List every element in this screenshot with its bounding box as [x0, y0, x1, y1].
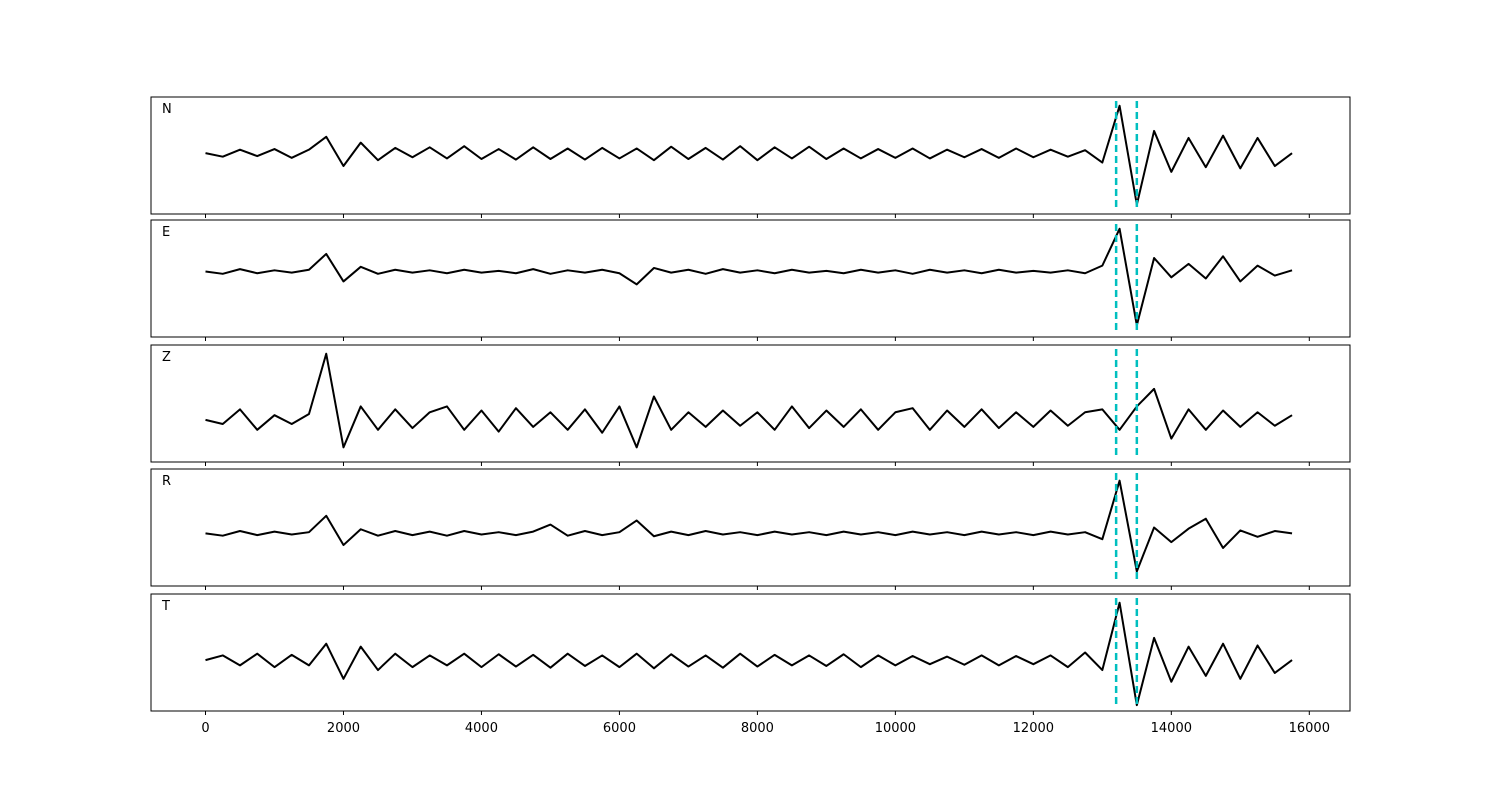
x-tick-label: 12000: [1013, 721, 1054, 736]
x-tick-label: 8000: [741, 721, 774, 736]
x-tick-label: 2000: [327, 721, 360, 736]
component-label: T: [161, 599, 170, 614]
x-tick-label: 0: [201, 721, 209, 736]
waveform: [205, 479, 1293, 573]
panel-frame: [150, 219, 1351, 338]
x-tick-label: 16000: [1289, 721, 1330, 736]
component-label: N: [162, 102, 172, 117]
panel-frame: [150, 96, 1351, 215]
panel-frame: [150, 593, 1351, 712]
panel-frame: [150, 344, 1351, 463]
waveform: [205, 227, 1293, 327]
x-tick-label: 4000: [465, 721, 498, 736]
panel-frame: [150, 468, 1351, 587]
x-tick-label: 14000: [1151, 721, 1192, 736]
component-label: Z: [162, 350, 171, 365]
component-label: R: [162, 474, 171, 489]
waveform: [205, 104, 1293, 206]
x-tick-label: 6000: [603, 721, 636, 736]
waveform: [205, 601, 1293, 707]
component-label: E: [162, 225, 170, 240]
x-tick-label: 10000: [875, 721, 916, 736]
waveform: [205, 352, 1293, 449]
